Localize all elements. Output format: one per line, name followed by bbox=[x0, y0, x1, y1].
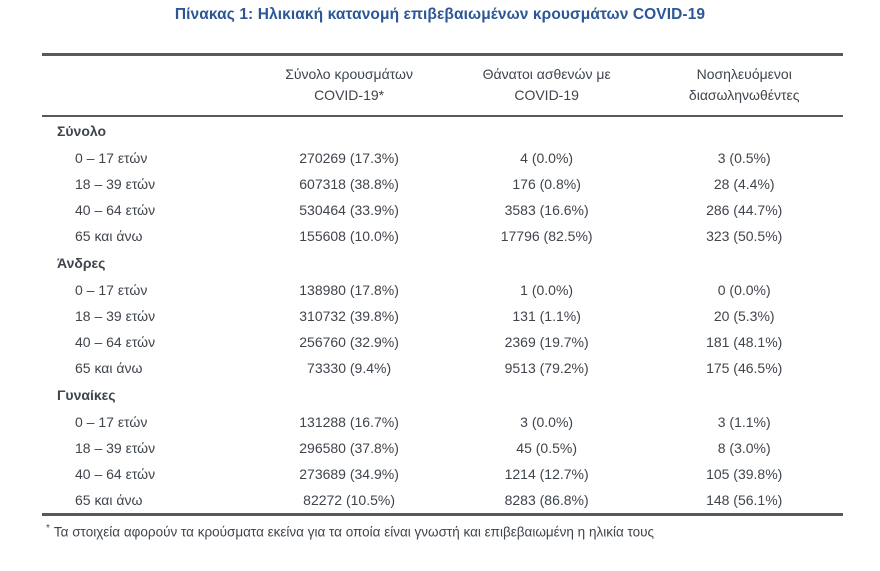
column-header-cases-line1: Σύνολο κρουσμάτων bbox=[285, 66, 413, 82]
section-label-total: Σύνολο bbox=[57, 123, 107, 139]
section-row-men: Άνδρες bbox=[42, 249, 843, 277]
header-row: Σύνολο κρουσμάτων COVID-19* Θάνατοι ασθε… bbox=[42, 54, 843, 117]
table-row: 0 – 17 ετών 138980 (17.8%) 1 (0.0%) 0 (0… bbox=[42, 277, 843, 303]
footnote: * Τα στοιχεία αφορούν τα κρούσματα εκείνα… bbox=[42, 520, 843, 542]
intubated-cell: 323 (50.5%) bbox=[706, 228, 783, 244]
cases-cell: 73330 (9.4%) bbox=[307, 360, 392, 376]
deaths-cell: 1214 (12.7%) bbox=[504, 466, 589, 482]
cases-cell: 138980 (17.8%) bbox=[299, 282, 399, 298]
footnote-asterisk: * bbox=[46, 523, 50, 534]
age-group-label: 65 και άνω bbox=[75, 492, 143, 508]
column-header-intubated-line1: Νοσηλευόμενοι bbox=[696, 66, 792, 82]
intubated-cell: 28 (4.4%) bbox=[713, 176, 775, 192]
intubated-cell: 8 (3.0%) bbox=[717, 440, 771, 456]
deaths-cell: 45 (0.5%) bbox=[516, 440, 577, 456]
deaths-cell: 8283 (86.8%) bbox=[504, 492, 589, 508]
column-header-intubated: Νοσηλευόμενοι διασωληνωθέντες bbox=[645, 54, 843, 117]
deaths-cell: 131 (1.1%) bbox=[512, 308, 581, 324]
deaths-cell: 9513 (79.2%) bbox=[504, 360, 589, 376]
intubated-cell: 175 (46.5%) bbox=[706, 360, 783, 376]
table-row: 40 – 64 ετών 530464 (33.9%) 3583 (16.6%)… bbox=[42, 197, 843, 223]
intubated-cell: 181 (48.1%) bbox=[706, 334, 783, 350]
cases-cell: 155608 (10.0%) bbox=[299, 228, 399, 244]
deaths-cell: 3583 (16.6%) bbox=[504, 202, 589, 218]
intubated-cell: 286 (44.7%) bbox=[706, 202, 783, 218]
age-group-label: 0 – 17 ετών bbox=[75, 282, 148, 298]
age-group-label: 65 και άνω bbox=[75, 228, 143, 244]
cases-cell: 607318 (38.8%) bbox=[299, 176, 399, 192]
table-row: 18 – 39 ετών 607318 (38.8%) 176 (0.8%) 2… bbox=[42, 171, 843, 197]
deaths-cell: 1 (0.0%) bbox=[520, 282, 574, 298]
table-area: Σύνολο κρουσμάτων COVID-19* Θάνατοι ασθε… bbox=[42, 53, 843, 542]
intubated-cell: 105 (39.8%) bbox=[706, 466, 783, 482]
footnote-text: Τα στοιχεία αφορούν τα κρούσματα εκείνα … bbox=[53, 524, 655, 540]
age-group-label: 18 – 39 ετών bbox=[75, 176, 156, 192]
column-header-deaths: Θάνατοι ασθενών με COVID-19 bbox=[447, 54, 646, 117]
deaths-cell: 176 (0.8%) bbox=[512, 176, 581, 192]
age-group-label: 40 – 64 ετών bbox=[75, 202, 156, 218]
intubated-cell: 0 (0.0%) bbox=[717, 282, 771, 298]
cases-cell: 273689 (34.9%) bbox=[299, 466, 399, 482]
table-row: 0 – 17 ετών 270269 (17.3%) 4 (0.0%) 3 (0… bbox=[42, 145, 843, 171]
intubated-cell: 3 (1.1%) bbox=[717, 414, 771, 430]
age-group-label: 0 – 17 ετών bbox=[75, 414, 148, 430]
section-row-women: Γυναίκες bbox=[42, 381, 843, 409]
column-header-cases-line2: COVID-19* bbox=[314, 87, 385, 103]
deaths-cell: 3 (0.0%) bbox=[520, 414, 574, 430]
section-label-men: Άνδρες bbox=[57, 255, 106, 271]
age-group-label: 18 – 39 ετών bbox=[75, 308, 156, 324]
deaths-cell: 17796 (82.5%) bbox=[500, 228, 593, 244]
table-row: 65 και άνω 82272 (10.5%) 8283 (86.8%) 14… bbox=[42, 487, 843, 515]
cases-cell: 131288 (16.7%) bbox=[299, 414, 399, 430]
column-header-deaths-line1: Θάνατοι ασθενών με bbox=[482, 66, 611, 82]
intubated-cell: 3 (0.5%) bbox=[717, 150, 771, 166]
column-header-intubated-line2: διασωληνωθέντες bbox=[688, 87, 800, 103]
table-row: 18 – 39 ετών 296580 (37.8%) 45 (0.5%) 8 … bbox=[42, 435, 843, 461]
table-title: Πίνακας 1: Ηλικιακή κατανομή επιβεβαιωμέ… bbox=[174, 6, 706, 23]
table-row: 65 και άνω 155608 (10.0%) 17796 (82.5%) … bbox=[42, 223, 843, 249]
age-group-label: 0 – 17 ετών bbox=[75, 150, 148, 166]
column-header-deaths-line2: COVID-19 bbox=[514, 87, 579, 103]
cases-cell: 530464 (33.9%) bbox=[299, 202, 399, 218]
deaths-cell: 2369 (19.7%) bbox=[504, 334, 589, 350]
table-row: 40 – 64 ετών 256760 (32.9%) 2369 (19.7%)… bbox=[42, 329, 843, 355]
cases-cell: 256760 (32.9%) bbox=[299, 334, 399, 350]
intubated-cell: 148 (56.1%) bbox=[706, 492, 783, 508]
empty-header-cell bbox=[42, 54, 251, 117]
table-row: 0 – 17 ετών 131288 (16.7%) 3 (0.0%) 3 (1… bbox=[42, 409, 843, 435]
cases-cell: 270269 (17.3%) bbox=[299, 150, 399, 166]
cases-cell: 82272 (10.5%) bbox=[303, 492, 395, 508]
table-row: 40 – 64 ετών 273689 (34.9%) 1214 (12.7%)… bbox=[42, 461, 843, 487]
section-label-women: Γυναίκες bbox=[57, 387, 116, 403]
section-row-total: Σύνολο bbox=[42, 116, 843, 145]
age-group-label: 40 – 64 ετών bbox=[75, 334, 156, 350]
cases-cell: 296580 (37.8%) bbox=[299, 440, 399, 456]
cases-cell: 310732 (39.8%) bbox=[299, 308, 399, 324]
table-row: 65 και άνω 73330 (9.4%) 9513 (79.2%) 175… bbox=[42, 355, 843, 381]
covid-age-distribution-table: Σύνολο κρουσμάτων COVID-19* Θάνατοι ασθε… bbox=[42, 53, 843, 516]
table-row: 18 – 39 ετών 310732 (39.8%) 131 (1.1%) 2… bbox=[42, 303, 843, 329]
deaths-cell: 4 (0.0%) bbox=[520, 150, 574, 166]
column-header-cases: Σύνολο κρουσμάτων COVID-19* bbox=[250, 54, 448, 117]
age-group-label: 40 – 64 ετών bbox=[75, 466, 156, 482]
intubated-cell: 20 (5.3%) bbox=[713, 308, 775, 324]
age-group-label: 65 και άνω bbox=[75, 360, 143, 376]
age-group-label: 18 – 39 ετών bbox=[75, 440, 156, 456]
